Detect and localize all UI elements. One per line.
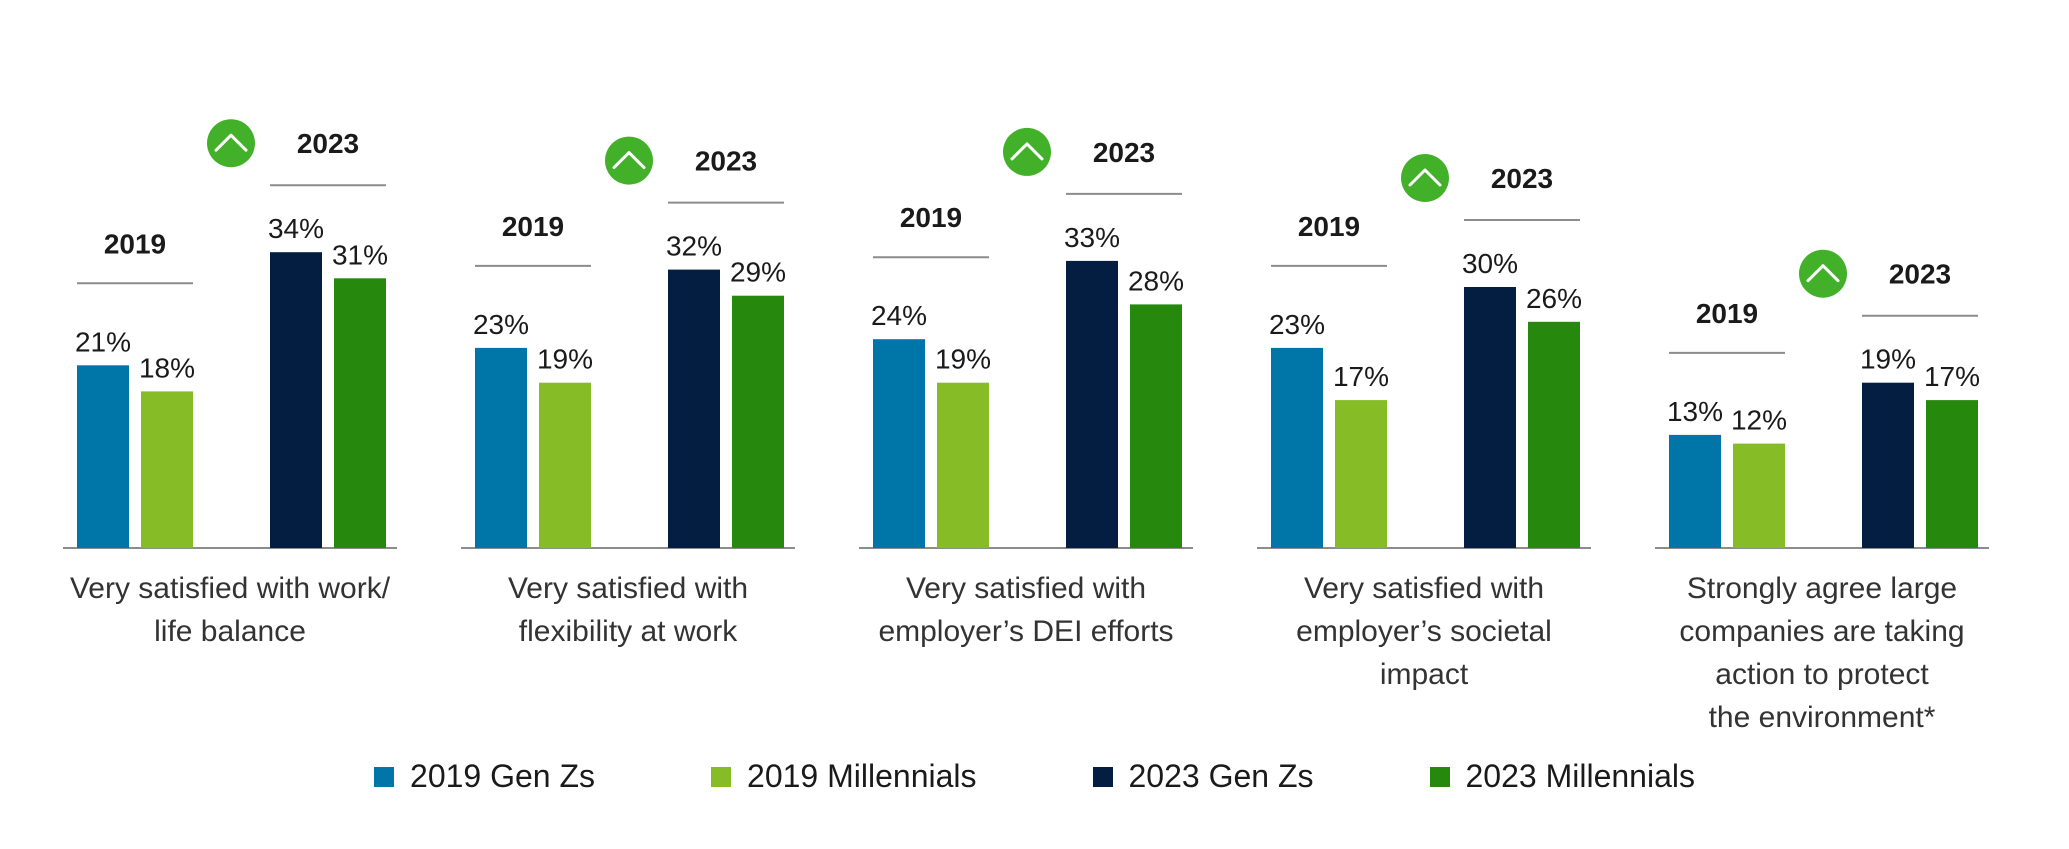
data-label: 19% [537,344,593,375]
chevron-up-icon [605,136,653,185]
category-label: Very satisfied with [906,572,1146,605]
legend-item-2019-gen-zs: 2019 Gen Zs [374,758,595,795]
bar [77,365,129,548]
chevron-up-glyph [1408,168,1442,187]
legend-swatch [1092,766,1113,787]
data-label: 12% [1731,405,1787,436]
bar [334,278,386,548]
chevron-up-glyph [1010,142,1044,161]
bar [873,339,925,548]
category-label: Very satisfied with work/ [70,572,391,605]
legend-swatch [374,766,395,787]
year-label: 2019 [1696,298,1758,329]
category-label: employer’s societal [1296,615,1552,648]
bar [1271,347,1323,548]
data-label: 29% [730,257,786,288]
category-label: Very satisfied with [508,572,748,605]
chevron-up-icon [207,119,255,168]
data-label: 24% [871,300,927,331]
bar [1464,287,1516,548]
data-label: 21% [75,326,131,357]
bar [1862,382,1914,548]
legend-label: 2023 Millennials [1465,758,1695,794]
bar [1335,400,1387,548]
bar [1733,443,1785,548]
data-label: 19% [935,344,991,375]
legend-label: 2019 Gen Zs [410,758,596,794]
category-label: Very satisfied with [1304,572,1544,605]
data-label: 34% [268,213,324,244]
data-label: 30% [1462,248,1518,279]
year-label: 2023 [695,146,757,177]
bar [1528,321,1580,548]
category-label: companies are taking [1679,615,1964,648]
data-label: 32% [666,231,722,262]
year-label: 2019 [900,202,962,233]
legend-item-2023-gen-zs: 2023 Gen Zs [1092,758,1314,795]
legend-label: 2023 Gen Zs [1128,758,1314,794]
legend-item-2019-millennials: 2019 Millennials [711,758,977,795]
bar [1669,434,1721,548]
bar [475,347,527,548]
category-label: Strongly agree large [1687,572,1957,605]
bar [1926,400,1978,548]
bar [270,252,322,548]
chevron-up-glyph [214,133,248,152]
year-label: 2023 [1889,259,1951,290]
chevron-up-glyph [1806,264,1840,283]
category-label: impact [1380,658,1469,691]
legend-item-2023-millennials: 2023 Millennials [1429,758,1695,795]
data-label: 23% [1269,309,1325,340]
legend-swatch [1429,766,1450,787]
data-label: 17% [1333,361,1389,392]
bar [668,269,720,548]
category-label: the environment* [1709,701,1936,734]
data-label: 13% [1667,396,1723,427]
year-label: 2023 [297,128,359,159]
data-label: 17% [1924,361,1980,392]
year-label: 2019 [104,228,166,259]
chevron-up-glyph [612,151,646,170]
data-label: 33% [1064,222,1120,253]
chevron-up-icon [1799,249,1847,298]
bar [141,391,193,548]
legend-swatch [711,766,732,787]
data-label: 18% [139,352,195,383]
chevron-up-icon [1401,154,1449,202]
category-label: employer’s DEI efforts [878,615,1173,648]
data-label: 31% [332,239,388,270]
legend-label: 2019 Millennials [747,758,977,794]
category-label: flexibility at work [519,615,738,648]
bar [732,295,784,548]
data-label: 23% [473,309,529,340]
chevron-up-icon [1003,127,1051,176]
data-label: 28% [1128,265,1184,296]
bar [1130,304,1182,548]
data-label: 26% [1526,283,1582,314]
legend: 2019 Gen Zs 2019 Millennials 2023 Gen Zs… [0,758,2069,795]
year-label: 2023 [1491,163,1553,194]
data-label: 19% [1860,344,1916,375]
bar [937,382,989,548]
bar [539,382,591,548]
bar [1066,260,1118,548]
category-label: life balance [154,615,306,648]
year-label: 2019 [502,211,564,242]
category-label: action to protect [1715,658,1929,691]
year-label: 2023 [1093,137,1155,168]
year-label: 2019 [1298,211,1360,242]
